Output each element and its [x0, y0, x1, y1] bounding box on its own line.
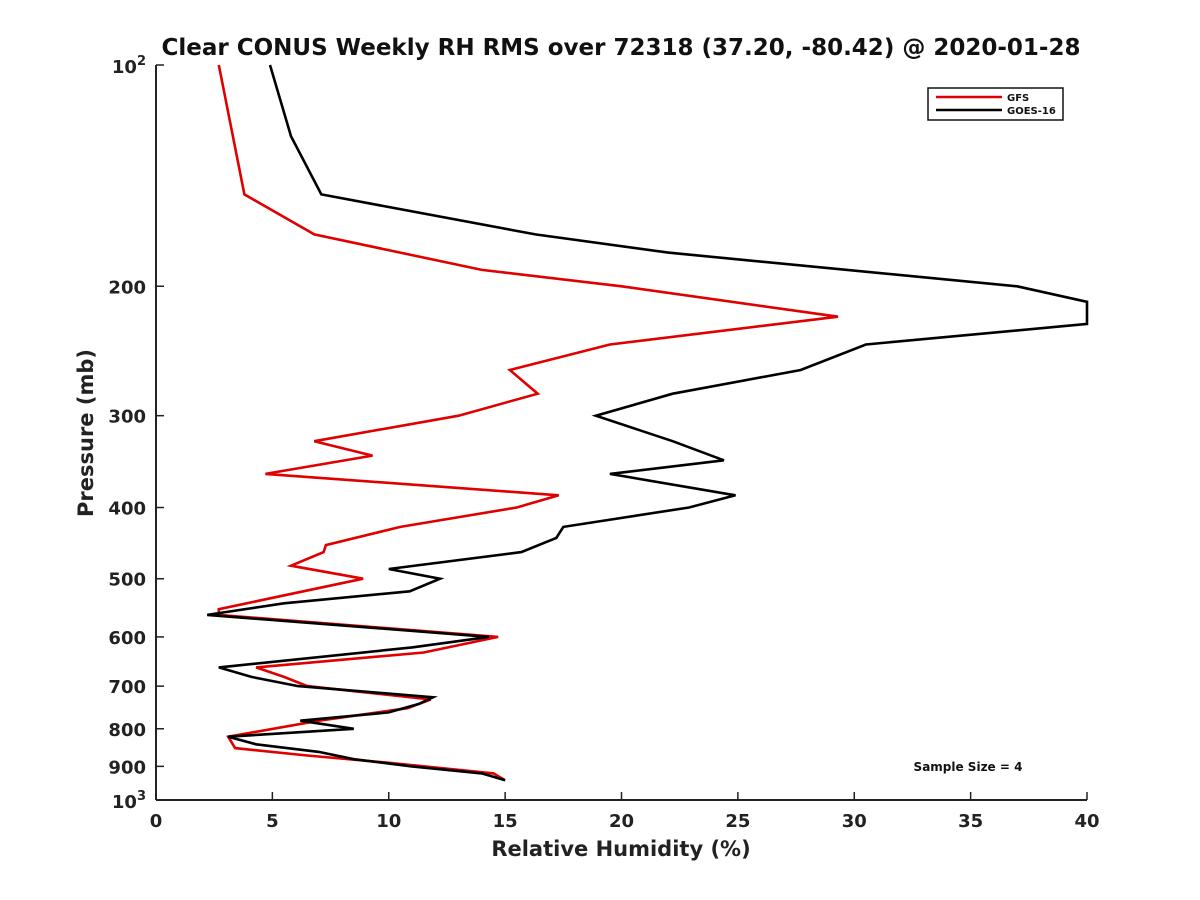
x-tick-label: 15	[493, 811, 518, 832]
x-tick-label: 10	[376, 811, 401, 832]
x-tick-label: 25	[725, 811, 750, 832]
x-tick-label: 20	[609, 811, 634, 832]
y-axis-label: Pressure (mb)	[74, 349, 98, 517]
y-ticks: 200 300 400 500 600 700 800 900 102 103	[108, 54, 164, 813]
y-tick-label: 600	[108, 628, 146, 649]
x-tick-label: 5	[266, 811, 279, 832]
legend-label-gfs: GFS	[1007, 93, 1029, 104]
y-decade-tick-label: 102	[112, 54, 146, 78]
y-tick-label: 800	[108, 720, 146, 741]
y-tick-label: 700	[108, 677, 146, 698]
series-line-goes16	[207, 64, 1089, 782]
legend: GFS GOES-16	[927, 87, 1064, 121]
legend-label-goes16: GOES-16	[1007, 106, 1056, 117]
plot-area: 0 5 10 15 20 25 30 35 40 200 300 400 500 600 700 800 90…	[108, 54, 1099, 832]
y-tick-label: 300	[108, 407, 146, 428]
x-ticks: 0 5 10 15 20 25 30 35 40	[150, 792, 1100, 832]
y-decade-tick-label: 103	[112, 789, 146, 813]
chart-title: Clear CONUS Weekly RH RMS over 72318 (37…	[162, 35, 1081, 61]
x-tick-label: 35	[958, 811, 983, 832]
x-tick-label: 0	[150, 811, 163, 832]
sample-size-annotation: Sample Size = 4	[914, 760, 1023, 774]
y-tick-label: 200	[108, 277, 146, 298]
y-tick-label: 500	[108, 570, 146, 591]
x-tick-label: 30	[842, 811, 867, 832]
series-layer	[207, 64, 1089, 782]
y-tick-label: 900	[108, 757, 146, 778]
x-axis-label: Relative Humidity (%)	[491, 837, 750, 861]
y-tick-label: 400	[108, 499, 146, 520]
x-tick-label: 40	[1074, 811, 1099, 832]
series-line-gfs	[217, 64, 839, 782]
legend-box	[927, 87, 1064, 121]
